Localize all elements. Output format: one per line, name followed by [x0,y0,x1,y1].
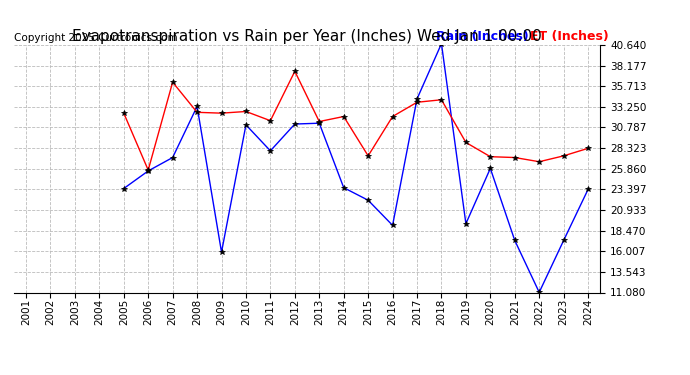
Text: ET (Inches): ET (Inches) [530,30,609,42]
Text: Rain (Inches): Rain (Inches) [436,30,529,42]
Text: Copyright 2025 Curtronics.com: Copyright 2025 Curtronics.com [14,33,177,42]
Title: Evapotranspiration vs Rain per Year (Inches) Wed Jan 1 00:00: Evapotranspiration vs Rain per Year (Inc… [72,29,542,44]
